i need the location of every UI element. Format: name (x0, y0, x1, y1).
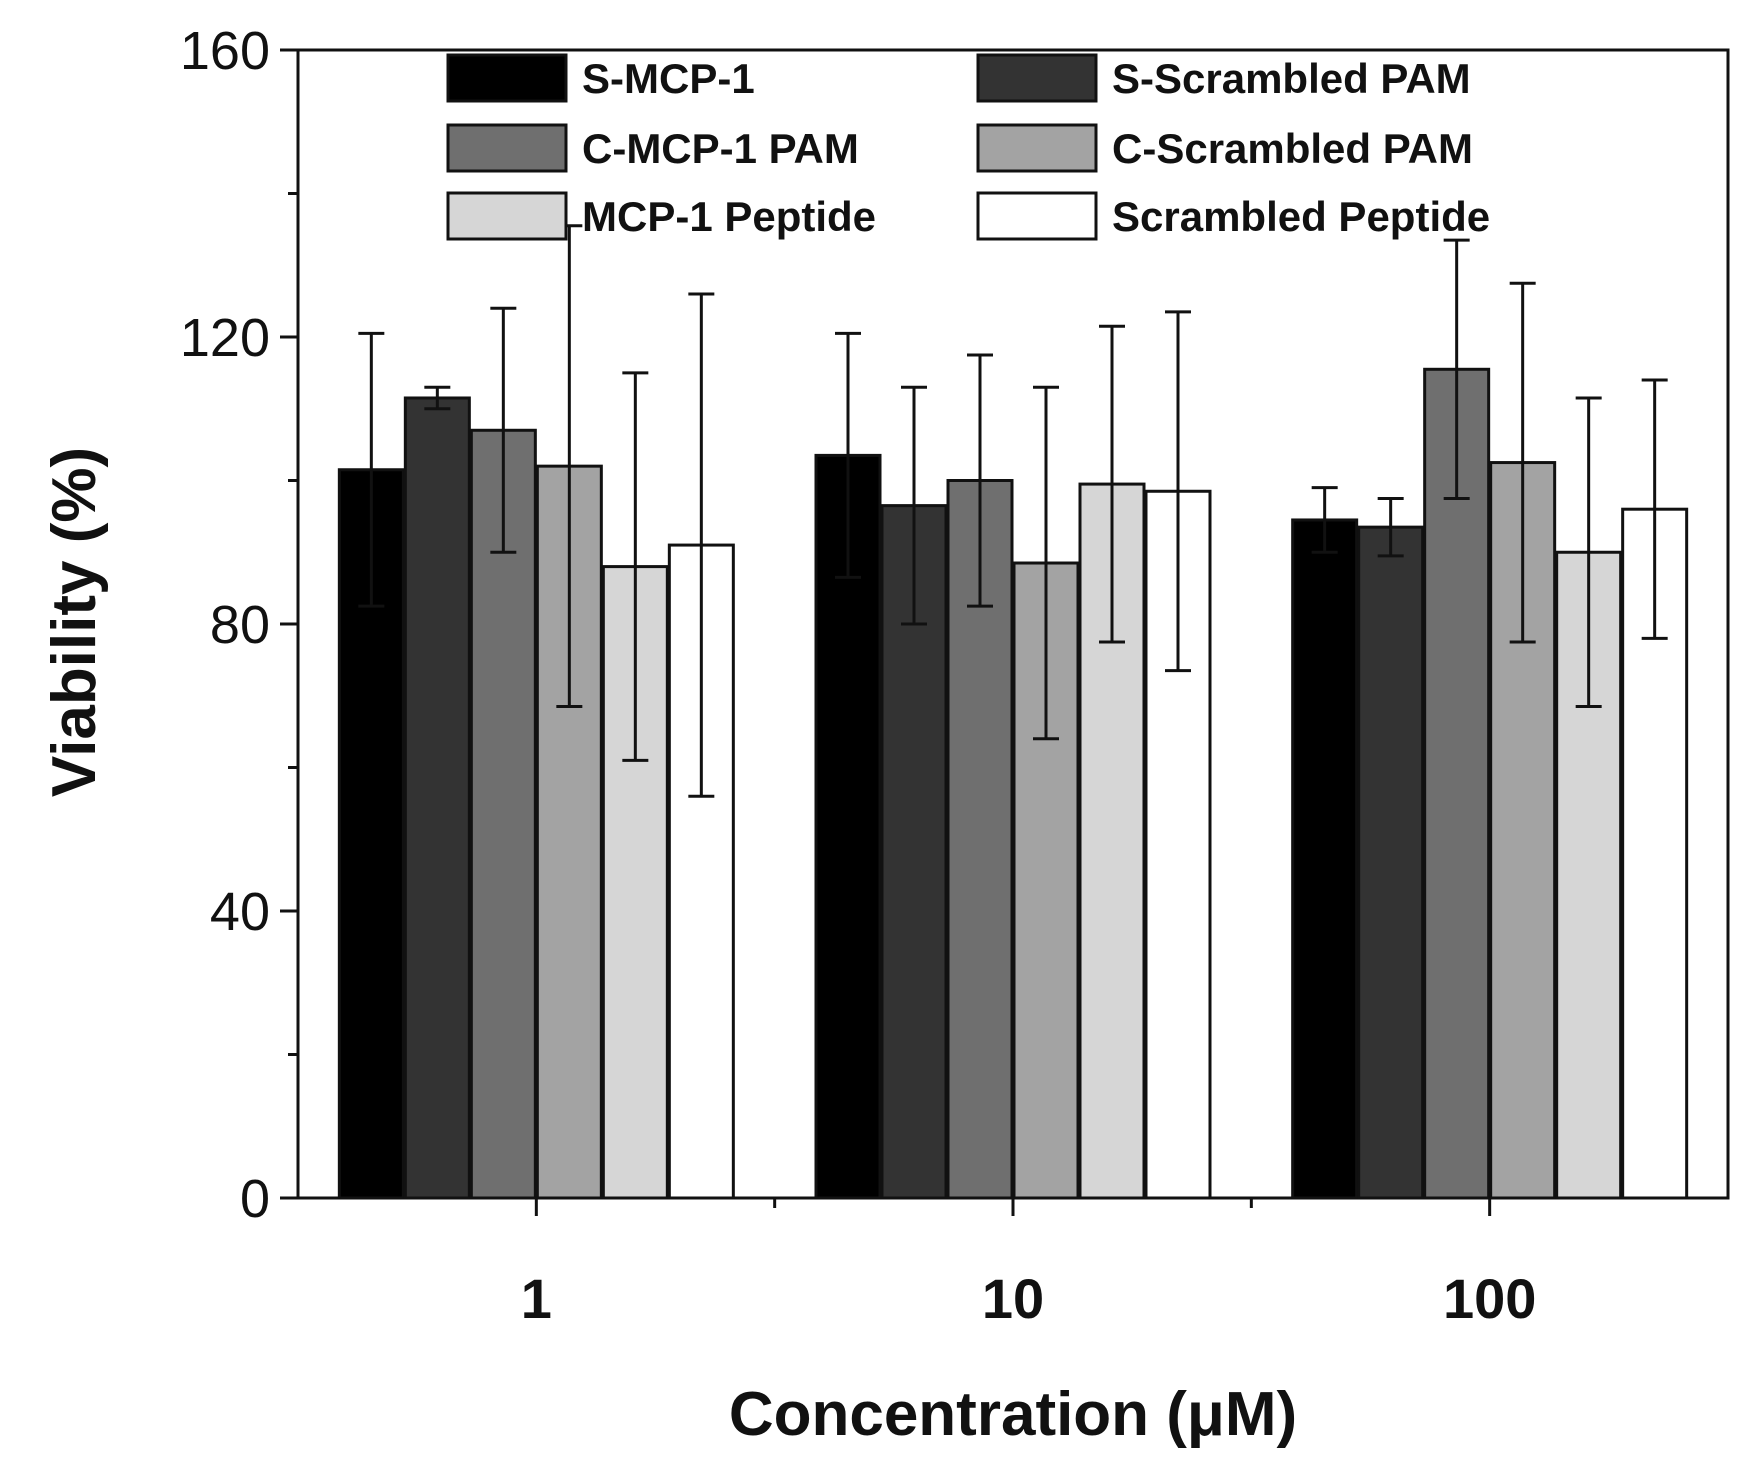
legend-swatch (446, 53, 568, 103)
y-tick-label: 120 (180, 308, 270, 368)
legend-swatch (976, 123, 1098, 173)
legend-swatch (446, 123, 568, 173)
bar (1357, 525, 1425, 1200)
bars (337, 224, 1689, 1200)
y-axis-title: Viability (%) (40, 447, 109, 797)
legend-label: C-Scrambled PAM (1112, 125, 1473, 172)
bar (403, 396, 471, 1200)
x-tick-label: 1 (521, 1267, 552, 1330)
legend-swatch (976, 53, 1098, 103)
y-tick-label: 160 (180, 21, 270, 81)
legend-label: MCP-1 Peptide (582, 193, 876, 240)
legend-swatch (446, 191, 568, 241)
y-tick-label: 40 (210, 882, 270, 942)
legend: S-MCP-1 S-Scrambled PAM C-MCP-1 PAM C-Scram… (446, 53, 1490, 241)
legend-label: S-MCP-1 (582, 55, 755, 102)
x-axis-title: Concentration (μM) (729, 1380, 1297, 1449)
legend-label: Scrambled Peptide (1112, 193, 1490, 240)
bar (1291, 518, 1359, 1200)
bar (469, 428, 537, 1200)
bar (1423, 367, 1491, 1200)
x-tick-label: 100 (1443, 1267, 1536, 1330)
legend-label: C-MCP-1 PAM (582, 125, 859, 172)
legend-swatch (976, 191, 1098, 241)
y-tick-label: 80 (210, 595, 270, 655)
axes: 0 40 80 120 160 1 10 100 (180, 21, 1536, 1330)
legend-label: S-Scrambled PAM (1112, 55, 1471, 102)
y-tick-label: 0 (240, 1169, 270, 1229)
x-tick-label: 10 (982, 1267, 1044, 1330)
